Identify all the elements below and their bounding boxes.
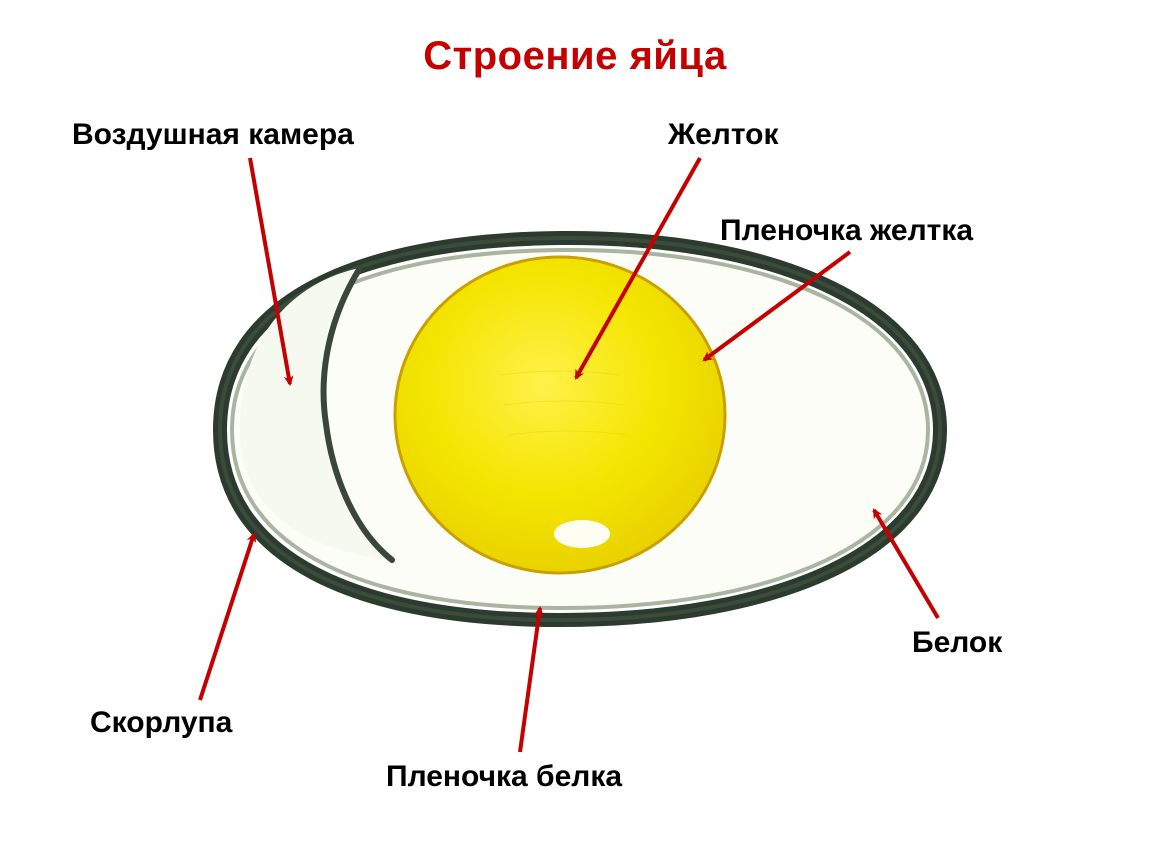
label-yolk-membrane: Пленочка желтка — [720, 214, 973, 248]
diagram-stage: Строение яйца Воздушная камера Желток Пл… — [0, 0, 1150, 864]
label-yolk: Желток — [668, 118, 779, 152]
label-air-chamber: Воздушная камера — [72, 118, 354, 152]
label-albumen: Белок — [912, 626, 1002, 660]
egg-group — [220, 238, 940, 620]
label-albumen-membrane: Пленочка белка — [386, 760, 622, 794]
label-shell: Скорлупа — [90, 706, 232, 740]
